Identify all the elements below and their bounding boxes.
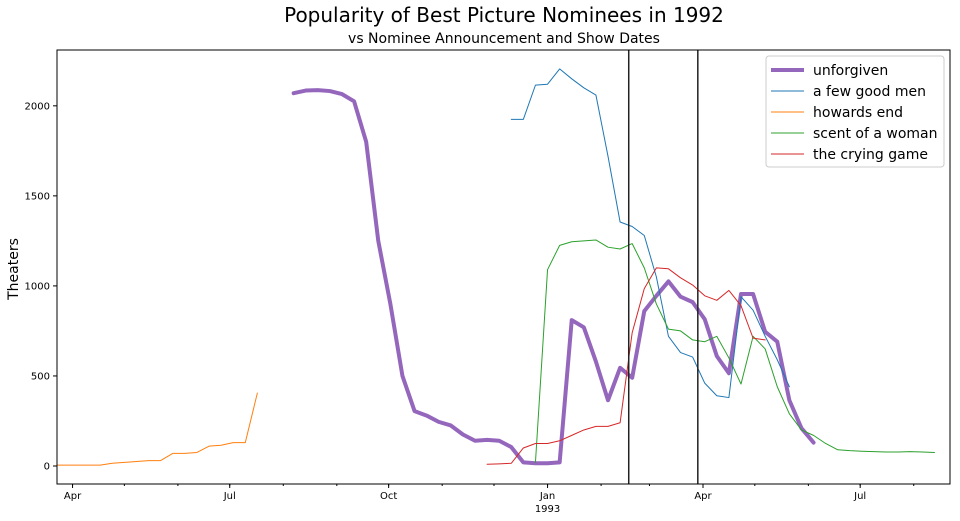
legend-label: the crying game	[813, 147, 928, 163]
series-line-howards-end	[57, 392, 258, 466]
legend-label: unforgiven	[813, 63, 888, 79]
legend-label: howards end	[813, 105, 903, 121]
chart-subtitle: vs Nominee Announcement and Show Dates	[348, 31, 660, 47]
x-tick-label: Apr	[64, 491, 82, 502]
x-tick-label: Jul	[853, 491, 866, 502]
series-group	[57, 68, 935, 466]
y-axis-label: Theaters	[6, 238, 22, 301]
x-year-label: 1993	[535, 504, 560, 515]
x-tick-label: Jul	[223, 491, 236, 502]
chart-title: Popularity of Best Picture Nominees in 1…	[284, 3, 724, 27]
series-line-a-few-good-men	[510, 68, 790, 399]
plot-area: Apr Jul Oct Jan Apr Jul 1993 0 500 1000 1500 2000	[25, 49, 951, 515]
legend-box	[765, 55, 945, 168]
y-tick-label: 1500	[25, 191, 50, 202]
legend-label: a few good men	[813, 84, 926, 100]
x-tick-label: Jan	[539, 491, 555, 502]
legend-label: scent of a woman	[813, 126, 938, 142]
series-line-scent-of-a-woman	[534, 239, 935, 463]
plot-frame	[56, 49, 951, 485]
legend: unforgiven a few good men howards end scent…	[765, 55, 945, 168]
y-tick-label: 2000	[25, 101, 50, 112]
series-line-unforgiven	[291, 88, 816, 466]
x-tick-label: Oct	[380, 491, 397, 502]
x-tick-label: Apr	[694, 491, 712, 502]
y-tick-label: 0	[44, 461, 50, 472]
y-tick-label: 1000	[25, 281, 50, 292]
series-line-the-crying-game	[486, 267, 766, 465]
y-tick-label: 500	[31, 371, 50, 382]
